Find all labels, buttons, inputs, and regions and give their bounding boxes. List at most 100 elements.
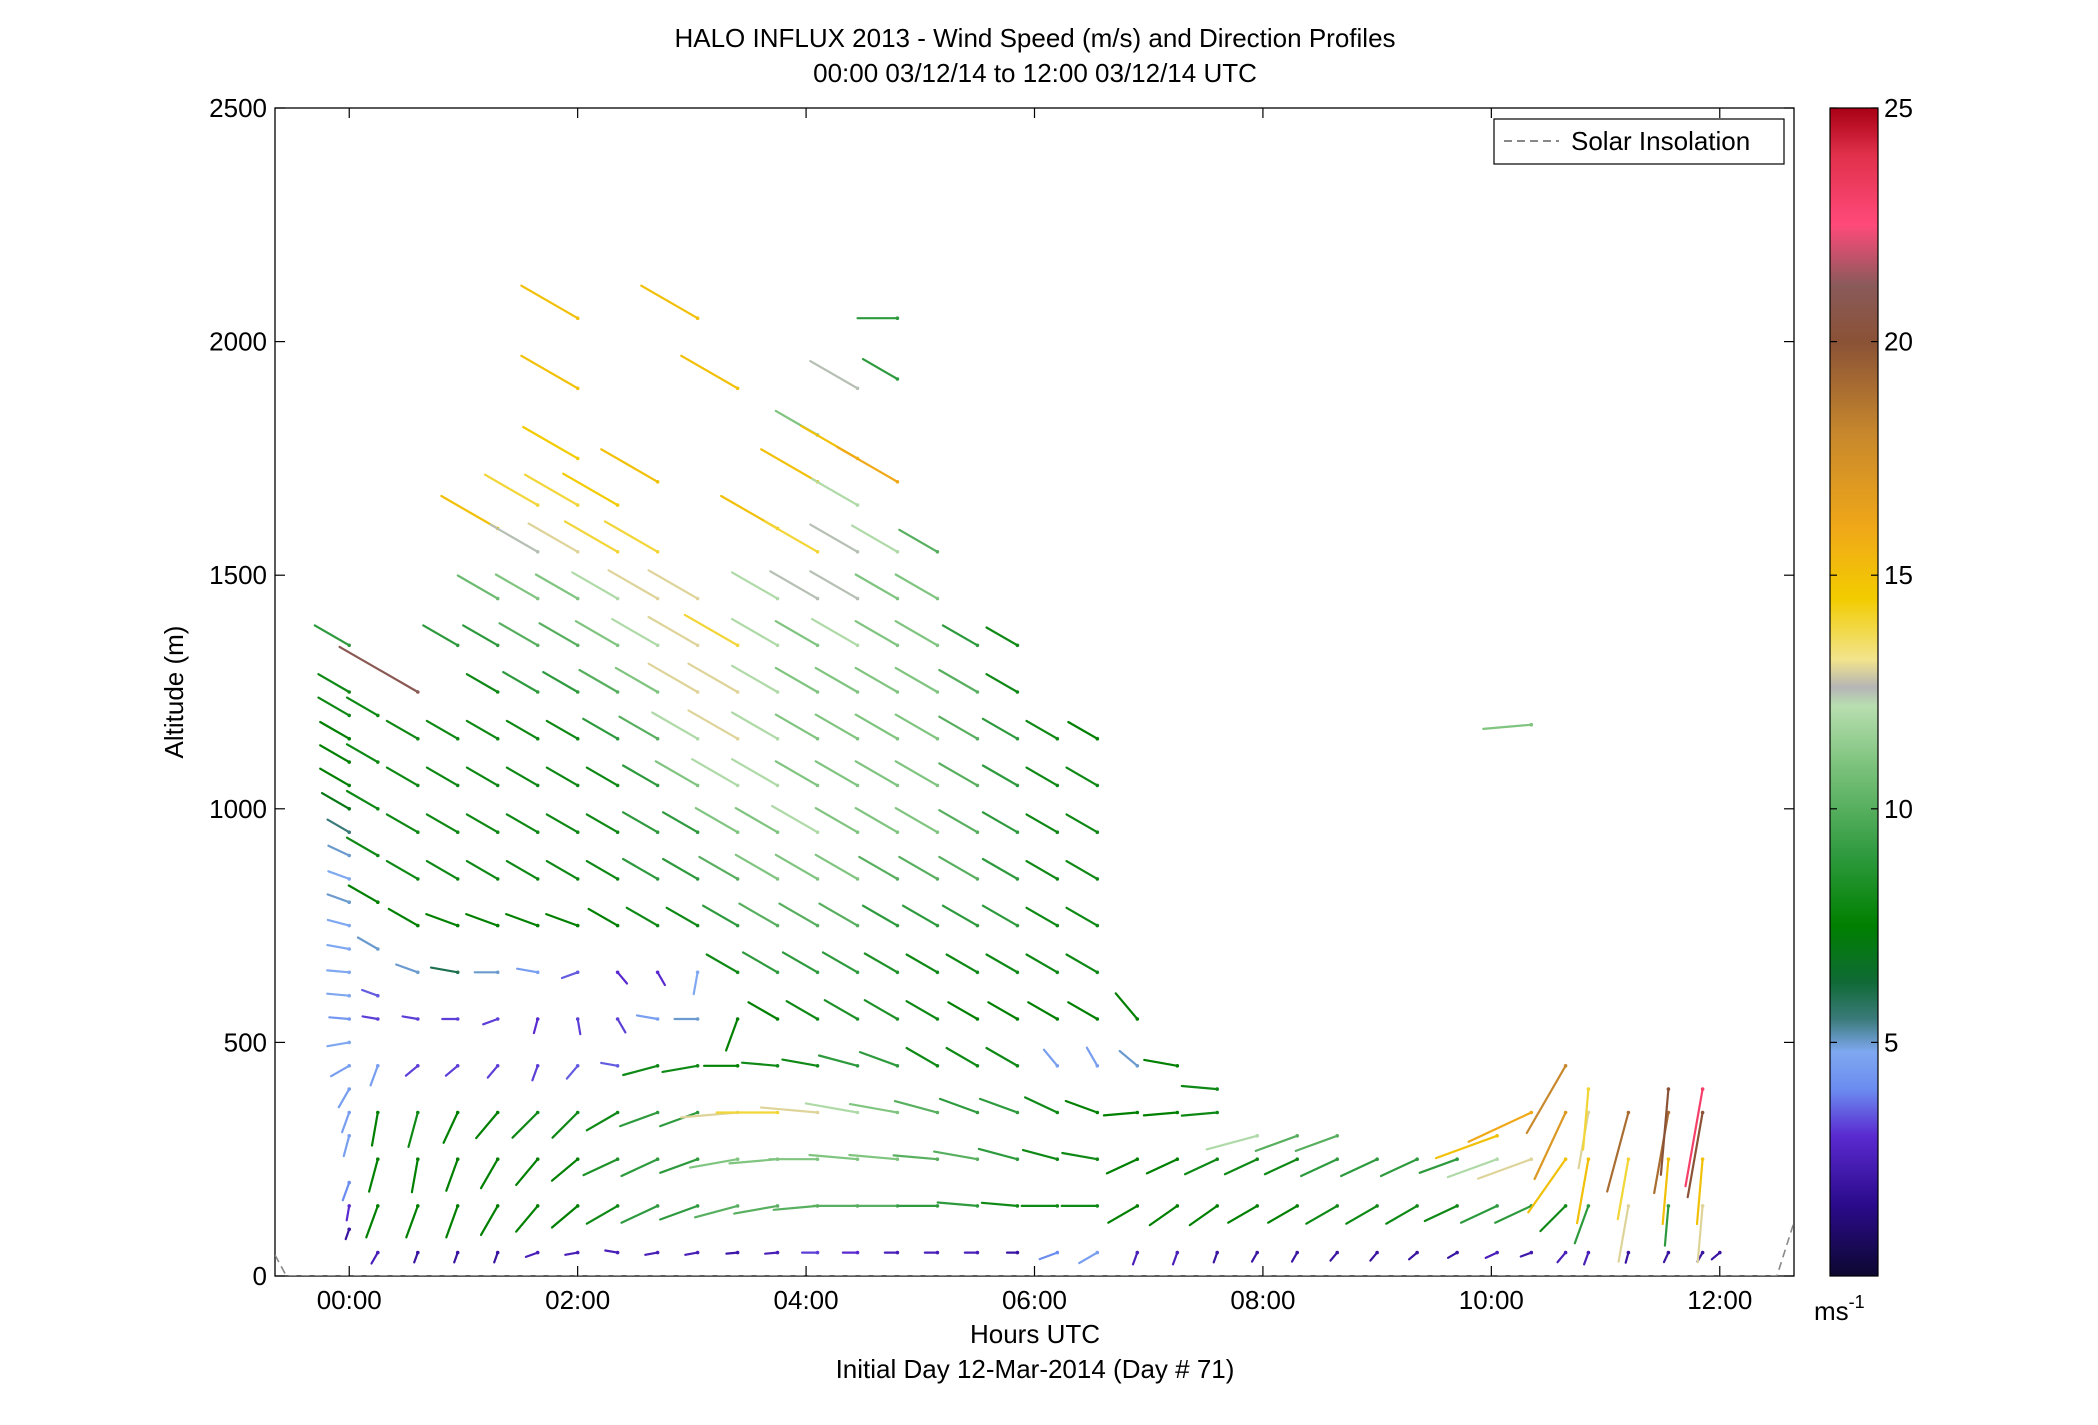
colorbar-unit-base: ms [1814,1296,1849,1326]
wind-vector-origin [347,993,352,998]
wind-vector-origin [735,923,740,928]
wind-vector [738,902,779,927]
wind-vector-origin [416,923,420,928]
x-tick-label: 04:00 [774,1285,839,1315]
wind-vector-origin [775,970,780,975]
wind-vector [1616,1158,1630,1221]
wind-vector [947,1001,979,1021]
wind-vector-origin [535,550,540,554]
wind-vector-origin [347,760,352,764]
wind-vector-origin [655,923,660,928]
wind-vector-origin [655,1204,660,1208]
wind-vector-origin [455,1110,460,1115]
wind-vector [440,494,499,530]
wind-vector-origin [376,900,380,904]
wind-vector-origin [535,1110,540,1115]
wind-vector-origin [1175,1250,1180,1255]
wind-vector-origin [815,923,820,928]
wind-vector [1145,1158,1179,1175]
wind-vector-origin [655,480,660,484]
wind-vector [1254,1134,1299,1153]
wind-vector-origin [347,783,352,788]
wind-vector-origin [1563,1250,1568,1255]
wind-vector-origin [495,736,500,741]
wind-vector-origin [815,877,820,881]
wind-vector [479,1204,499,1237]
wind-vector-origin [347,690,352,694]
wind-vector [1183,1158,1219,1176]
wind-vector-origin [855,596,860,601]
wind-vector-origin [535,970,540,975]
wind-vector [701,904,739,927]
legend-box [1493,118,1785,165]
wind-vector-origin [695,316,700,321]
colorbar-tick-label: 20 [1884,327,1913,357]
wind-vector-origin [376,1017,380,1021]
wind-vector [345,743,379,764]
wind-vector [1556,1251,1567,1264]
wind-vector-origin [455,1064,460,1068]
wind-vector [893,1099,939,1114]
wind-vector-origin [615,550,620,554]
wind-vector [905,1046,939,1067]
wind-vector [861,904,899,927]
wind-vector-origin [495,783,500,788]
wind-vector [361,1015,379,1021]
wind-vector-origin [1135,1204,1140,1208]
wind-vector-origin [655,550,660,554]
wind-vector [395,963,419,974]
wind-vector [562,472,619,507]
wind-vector-origin [1495,1204,1499,1208]
wind-vector-origin [1295,1250,1299,1255]
wind-vector [898,528,939,553]
wind-vector-origin [535,690,540,694]
wind-vector [345,836,379,857]
wind-vector [647,569,699,600]
wind-vector [730,711,779,740]
wind-vector-origin [1295,1157,1299,1161]
wind-vector [505,766,539,787]
wind-vector-origin [1135,1110,1140,1115]
wind-vector-origin [1055,1110,1060,1115]
x-tick-label: 00:00 [317,1285,382,1315]
wind-vector-origin [347,1087,352,1091]
wind-vector-origin [815,1157,820,1161]
wind-vector [747,1001,779,1021]
wind-vector [614,666,659,694]
wind-vector-origin [655,1250,660,1255]
wind-vector-origin [815,596,820,601]
wind-vector-origin [815,643,820,648]
wind-vector [945,1046,979,1067]
wind-vector-origin [495,1017,500,1021]
wind-vector-origin [1015,643,1020,648]
wind-vector [1205,1134,1259,1151]
wind-vector [836,446,899,483]
wind-vector-origin [376,713,380,718]
wind-vector-origin [535,736,540,741]
wind-vector [647,615,699,647]
y-tick-label: 1500 [209,560,267,590]
wind-vector [621,811,659,834]
wind-vector [425,719,459,740]
wind-vector [1446,1158,1499,1179]
wind-vector-origin [695,877,700,881]
wind-vector [319,720,351,740]
wind-vector-origin [1700,1250,1705,1255]
wind-vector-origin [1055,1064,1060,1068]
wind-vector [550,1158,579,1182]
wind-vector [705,953,739,974]
wind-vector [659,1204,699,1221]
wind-vector [429,966,459,974]
wind-vector [1459,1204,1499,1224]
wind-vector [863,999,899,1021]
wind-vector [651,711,699,740]
wind-vector-origin [615,1017,620,1021]
wind-vector [1223,1158,1259,1176]
wind-vector-origin [455,830,460,834]
wind-vector-origin [735,1017,740,1021]
wind-vector [1695,1158,1704,1226]
wind-vector-origin [1215,1157,1219,1161]
wind-vector-origin [1700,1110,1705,1115]
wind-vector [1267,1204,1299,1224]
wind-vector [694,806,739,834]
